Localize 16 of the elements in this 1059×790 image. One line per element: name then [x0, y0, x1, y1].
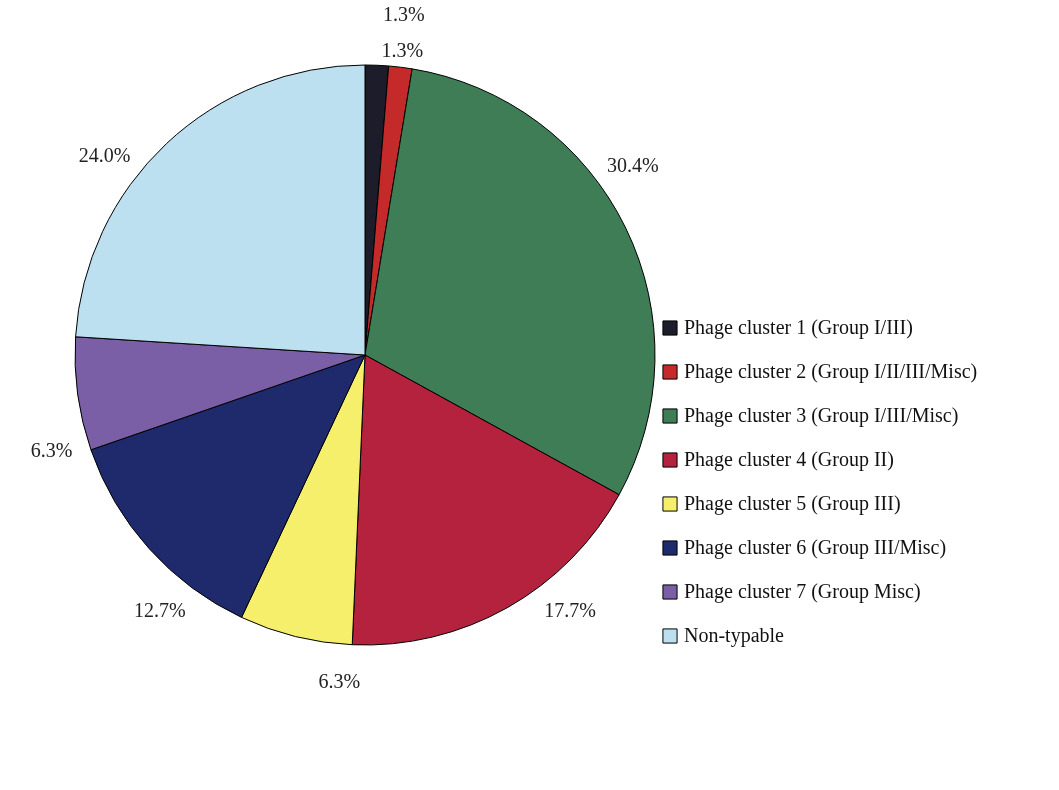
data-label: 6.3% — [318, 669, 361, 692]
data-label: 1.3% — [382, 3, 425, 26]
data-label: 1.3% — [381, 39, 424, 62]
legend-label: Phage cluster 3 (Group I/III/Misc) — [684, 404, 959, 427]
legend-label: Phage cluster 5 (Group III) — [684, 492, 901, 515]
legend-label: Non-typable — [684, 624, 785, 647]
data-label: 17.7% — [544, 598, 596, 621]
legend-label: Phage cluster 1 (Group I/III) — [684, 316, 913, 339]
legend-label: Phage cluster 2 (Group I/II/III/Misc) — [684, 360, 978, 383]
data-label: 12.7% — [134, 598, 186, 621]
legend-label: Phage cluster 4 (Group II) — [684, 448, 894, 471]
data-label: 30.4% — [606, 153, 659, 176]
legend-label: Phage cluster 6 (Group III/Misc) — [684, 536, 947, 559]
data-label: 24.0% — [78, 143, 131, 166]
legend-label: Phage cluster 7 (Group Misc) — [684, 580, 921, 603]
data-label: 6.3% — [30, 439, 73, 462]
